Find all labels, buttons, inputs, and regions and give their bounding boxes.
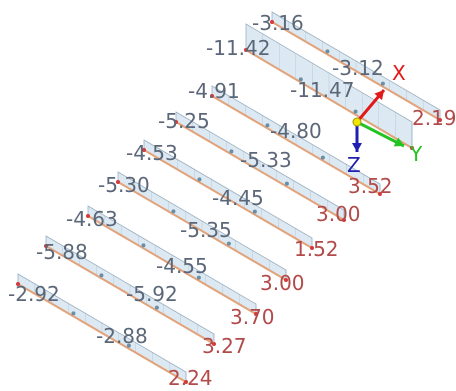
member-m3-start-node[interactable] <box>210 94 214 98</box>
member-m5-node <box>252 209 257 214</box>
member-m4-node <box>229 149 234 154</box>
member-m7-mid-value: -4.55 <box>156 254 208 278</box>
member-m8-mid-value: -5.92 <box>126 282 178 306</box>
member-m5-node <box>197 177 202 182</box>
member-m3-start-value: -4.91 <box>188 79 240 103</box>
member-m9-start-value: -2.92 <box>8 282 60 306</box>
member-m9-end-node[interactable] <box>184 380 188 384</box>
member-m8-line[interactable] <box>45 245 215 345</box>
z-axis-arrow-icon-head <box>352 143 362 152</box>
member-m9-node <box>71 311 76 316</box>
member-m6-line[interactable] <box>117 181 287 281</box>
member-m5-mid-value: -4.45 <box>212 186 264 210</box>
member-m7-node <box>141 243 146 248</box>
member-m3-line[interactable] <box>211 95 381 195</box>
member-m4-end-value: 3.00 <box>316 202 361 226</box>
member-m4-start-value: -5.25 <box>158 109 210 133</box>
member-m3-node <box>320 155 325 160</box>
member-m5-start-value: -4.53 <box>126 141 178 165</box>
member-m1-end-node[interactable] <box>438 118 442 122</box>
member-m9-line[interactable] <box>17 283 187 383</box>
member-m6-node <box>226 241 231 246</box>
member-m8-node <box>99 273 104 278</box>
member-m4-line[interactable] <box>175 121 345 221</box>
member-m2-end-node[interactable] <box>410 146 414 150</box>
member-m1-line[interactable] <box>271 21 441 121</box>
x-axis-label: X <box>392 61 406 85</box>
y-axis-label: Y <box>409 142 423 166</box>
member-m7-node <box>196 275 201 280</box>
member-m1-node <box>325 49 330 54</box>
member-m3-end-value: 3.52 <box>348 174 393 198</box>
member-m2-mid-value: -11.47 <box>290 78 354 102</box>
member-m8-end-value: 3.27 <box>202 334 247 358</box>
member-m1-mid-value: -3.12 <box>332 56 384 80</box>
member-m7-end-node[interactable] <box>254 312 258 316</box>
member-m3-end-node[interactable] <box>378 192 382 196</box>
z-axis-label: Z <box>347 153 361 177</box>
member-m1-end-value: 2.19 <box>412 106 456 130</box>
member-m2-line[interactable] <box>245 49 413 149</box>
member-m7-line[interactable] <box>87 215 257 315</box>
origin-icon <box>352 117 362 127</box>
member-m2-start-value: -11.42 <box>206 36 270 60</box>
member-m1-start-value: -3.16 <box>252 11 304 35</box>
member-m9-mid-value: -2.88 <box>96 324 148 348</box>
member-m9-node <box>126 343 131 348</box>
member-m2-node <box>298 77 303 82</box>
member-m6-end-node[interactable] <box>284 278 288 282</box>
member-m6-end-value: 3.00 <box>260 271 305 295</box>
member-m4-mid-value: -5.33 <box>240 148 292 172</box>
member-m7-start-node[interactable] <box>86 214 90 218</box>
member-m3-node <box>265 123 270 128</box>
member-m6-start-value: -5.30 <box>98 173 150 197</box>
member-m2-node <box>353 109 358 114</box>
member-m7-end-value: 3.70 <box>230 305 275 329</box>
member-m4-node <box>284 181 289 186</box>
member-m5-line[interactable] <box>143 149 313 249</box>
member-m6-start-node[interactable] <box>116 180 120 184</box>
member-m7-start-value: -4.63 <box>66 207 118 231</box>
member-m5-end-value: 1.52 <box>294 237 339 261</box>
member-m9-start-node[interactable] <box>16 282 20 286</box>
member-m9-end-value: 2.24 <box>168 366 213 390</box>
member-m6-mid-value: -5.35 <box>180 218 232 242</box>
member-m4-end-node[interactable] <box>342 218 346 222</box>
y-axis-arrow-icon-head <box>393 137 404 147</box>
member-m6-node <box>171 209 176 214</box>
x-axis-arrow-icon-head <box>374 90 384 101</box>
member-m1-node <box>380 81 385 86</box>
member-m8-start-value: -5.88 <box>36 240 88 264</box>
member-m4-start-node[interactable] <box>174 120 178 124</box>
member-m8-node <box>154 305 159 310</box>
member-m3-mid-value: -4.80 <box>270 119 322 143</box>
member-m5-end-node[interactable] <box>310 246 314 250</box>
member-m5-start-node[interactable] <box>142 148 146 152</box>
member-m8-start-node[interactable] <box>44 244 48 248</box>
member-m2-start-node[interactable] <box>244 48 248 52</box>
member-m8-end-node[interactable] <box>212 342 216 346</box>
member-m1-start-node[interactable] <box>270 20 274 24</box>
